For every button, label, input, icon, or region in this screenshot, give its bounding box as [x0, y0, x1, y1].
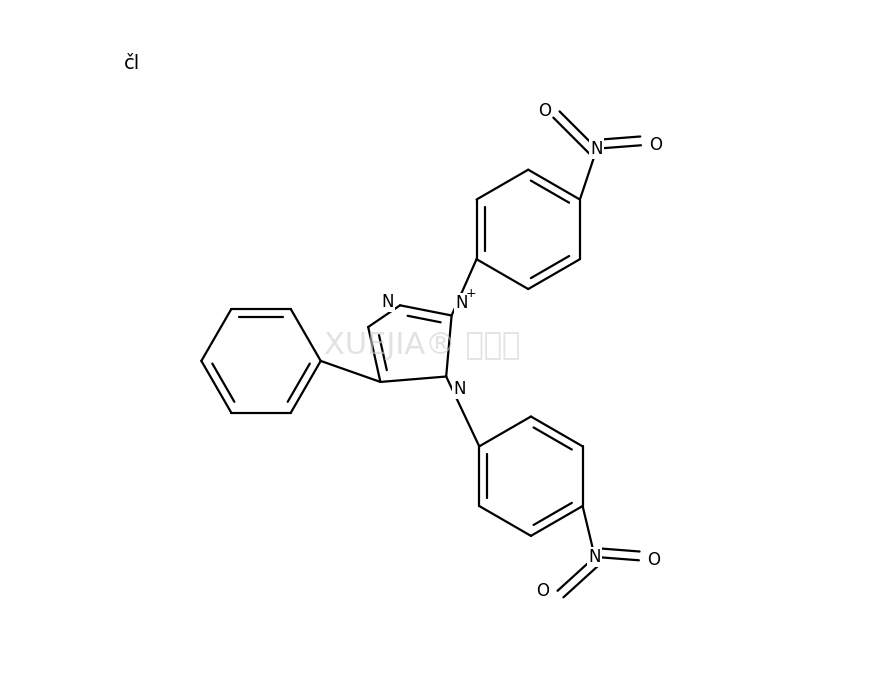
Text: O: O	[647, 552, 660, 570]
Text: N: N	[455, 294, 468, 312]
Text: N: N	[382, 293, 394, 311]
Text: +: +	[466, 286, 476, 300]
Text: O: O	[538, 102, 551, 120]
Text: čl: čl	[124, 55, 140, 73]
Text: O: O	[536, 582, 549, 600]
Text: N: N	[453, 380, 466, 398]
Text: XUEJIA® 化学加: XUEJIA® 化学加	[324, 331, 521, 361]
Text: N: N	[590, 140, 603, 158]
Text: O: O	[650, 136, 663, 154]
Text: N: N	[589, 548, 601, 566]
